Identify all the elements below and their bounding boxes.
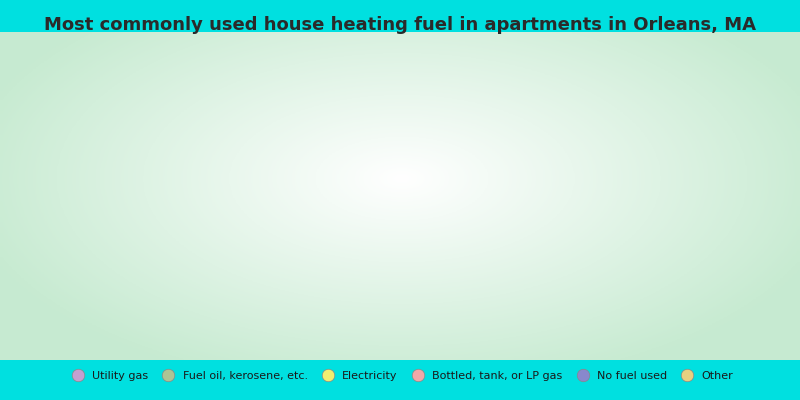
Wedge shape [538, 183, 687, 307]
Wedge shape [478, 91, 644, 260]
Wedge shape [353, 58, 537, 208]
Wedge shape [562, 267, 701, 344]
Legend: Utility gas, Fuel oil, kerosene, etc., Electricity, Bottled, tank, or LP gas, No: Utility gas, Fuel oil, kerosene, etc., E… [66, 371, 734, 381]
Text: City-Data.com: City-Data.com [476, 42, 551, 52]
Text: Most commonly used house heating fuel in apartments in Orleans, MA: Most commonly used house heating fuel in… [44, 16, 756, 34]
Wedge shape [98, 62, 374, 360]
Wedge shape [570, 332, 702, 360]
